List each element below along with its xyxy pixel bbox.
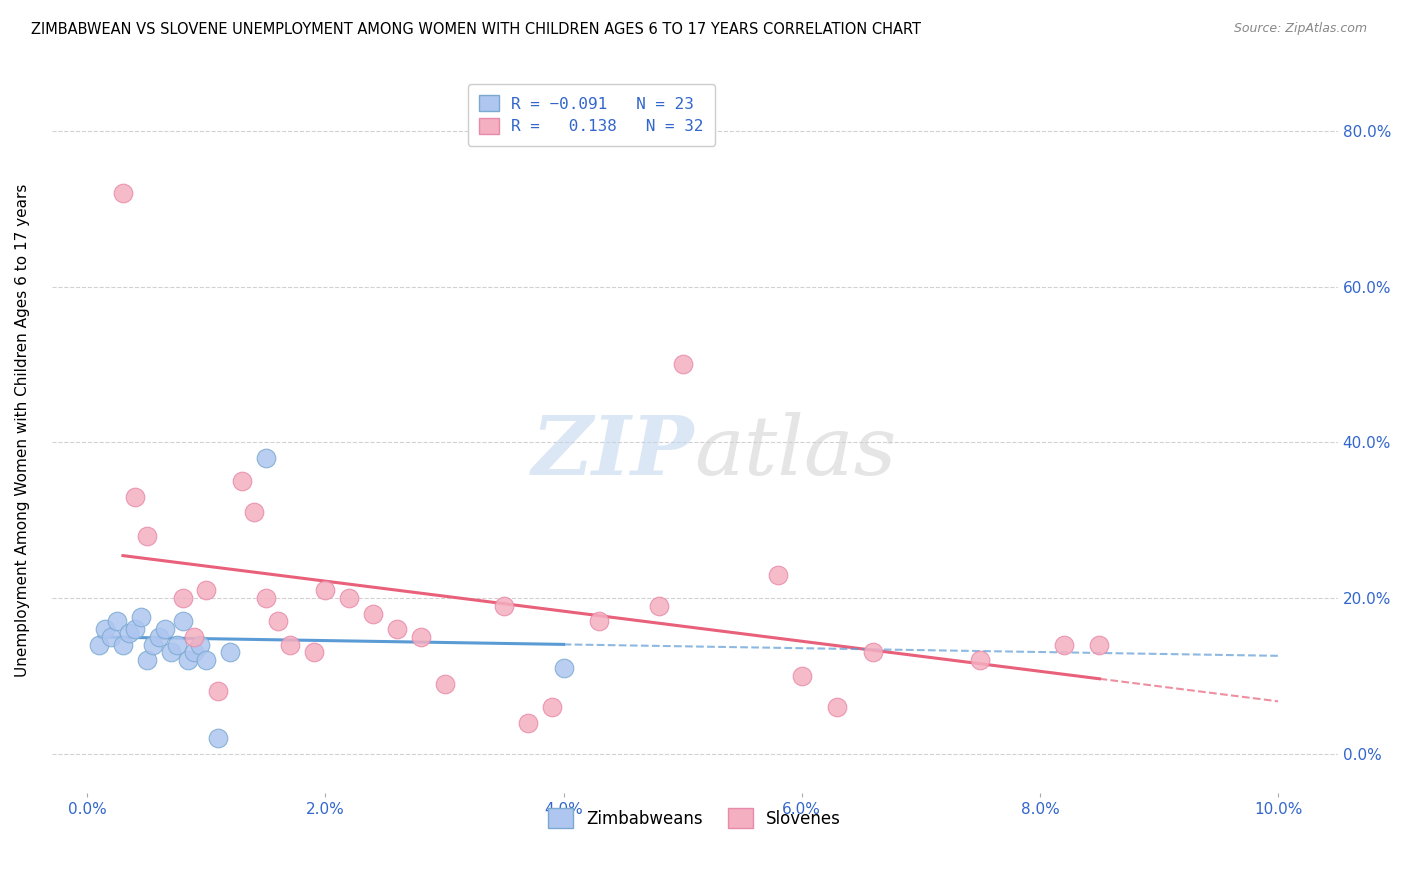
Point xyxy=(129,610,152,624)
Point xyxy=(672,358,695,372)
Point xyxy=(219,646,242,660)
Point xyxy=(302,646,325,660)
Point xyxy=(166,638,188,652)
Point xyxy=(243,505,266,519)
Point xyxy=(207,684,229,698)
Point xyxy=(267,615,290,629)
Legend: Zimbabweans, Slovenes: Zimbabweans, Slovenes xyxy=(541,801,848,835)
Point xyxy=(183,630,205,644)
Point xyxy=(540,700,562,714)
Point xyxy=(172,591,194,605)
Point xyxy=(516,715,538,730)
Point xyxy=(862,646,884,660)
Point xyxy=(124,490,146,504)
Point xyxy=(159,646,181,660)
Text: atlas: atlas xyxy=(695,412,897,492)
Point xyxy=(231,474,253,488)
Point xyxy=(790,669,813,683)
Point xyxy=(89,638,111,652)
Point xyxy=(1053,638,1076,652)
Point xyxy=(409,630,432,644)
Point xyxy=(135,529,157,543)
Point xyxy=(766,567,789,582)
Point xyxy=(118,626,141,640)
Point xyxy=(492,599,515,613)
Text: ZIMBABWEAN VS SLOVENE UNEMPLOYMENT AMONG WOMEN WITH CHILDREN AGES 6 TO 17 YEARS : ZIMBABWEAN VS SLOVENE UNEMPLOYMENT AMONG… xyxy=(31,22,921,37)
Point xyxy=(433,676,456,690)
Point xyxy=(648,599,671,613)
Point xyxy=(314,583,336,598)
Point xyxy=(254,450,277,465)
Point xyxy=(195,583,218,598)
Text: ZIP: ZIP xyxy=(531,412,695,492)
Y-axis label: Unemployment Among Women with Children Ages 6 to 17 years: Unemployment Among Women with Children A… xyxy=(15,184,30,677)
Point xyxy=(190,638,212,652)
Point xyxy=(553,661,575,675)
Point xyxy=(1088,638,1111,652)
Point xyxy=(172,615,194,629)
Point xyxy=(100,630,122,644)
Point xyxy=(361,607,384,621)
Point xyxy=(195,653,218,667)
Point xyxy=(278,638,301,652)
Point xyxy=(148,630,170,644)
Point xyxy=(142,638,165,652)
Point xyxy=(111,186,134,200)
Point xyxy=(153,622,176,636)
Point xyxy=(254,591,277,605)
Point xyxy=(385,622,408,636)
Point xyxy=(177,653,200,667)
Point xyxy=(337,591,360,605)
Point xyxy=(124,622,146,636)
Text: Source: ZipAtlas.com: Source: ZipAtlas.com xyxy=(1233,22,1367,36)
Point xyxy=(94,622,117,636)
Point xyxy=(111,638,134,652)
Point xyxy=(183,646,205,660)
Point xyxy=(207,731,229,746)
Point xyxy=(135,653,157,667)
Point xyxy=(588,615,610,629)
Point xyxy=(105,615,128,629)
Point xyxy=(969,653,991,667)
Point xyxy=(827,700,849,714)
